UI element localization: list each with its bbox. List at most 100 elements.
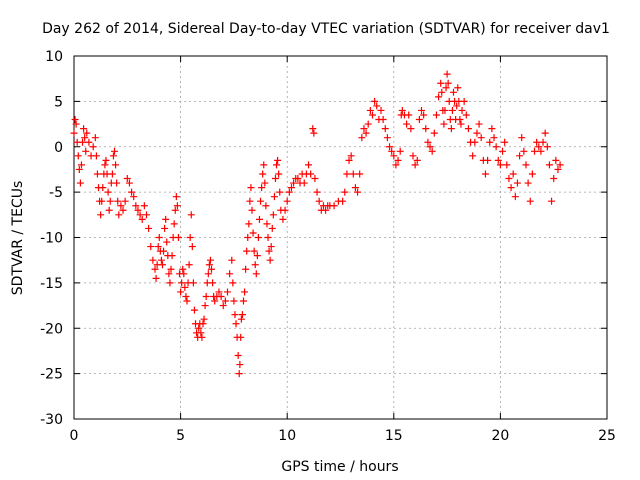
data-point xyxy=(481,170,489,178)
chart-title: Day 262 of 2014, Sidereal Day-to-day VTE… xyxy=(42,21,610,37)
data-point xyxy=(307,170,315,178)
data-point xyxy=(268,224,276,232)
data-point xyxy=(494,156,502,164)
data-point xyxy=(430,129,438,137)
data-point xyxy=(552,156,560,164)
data-point xyxy=(322,206,330,214)
data-point xyxy=(300,179,308,187)
data-point xyxy=(341,188,349,196)
data-point xyxy=(188,243,196,251)
data-point xyxy=(535,143,543,151)
data-point xyxy=(260,161,268,169)
data-point xyxy=(250,247,258,255)
data-point xyxy=(456,116,464,124)
data-point xyxy=(509,170,517,178)
data-point xyxy=(165,270,173,278)
data-point xyxy=(381,125,389,133)
data-point xyxy=(356,170,364,178)
data-point xyxy=(330,202,338,210)
data-point xyxy=(398,106,406,114)
data-point xyxy=(358,134,366,142)
data-point xyxy=(251,261,259,269)
data-point xyxy=(531,147,539,155)
data-point xyxy=(343,170,351,178)
data-point xyxy=(258,184,266,192)
y-tick-label: 0 xyxy=(54,140,63,156)
data-point xyxy=(267,243,275,251)
data-point xyxy=(473,129,481,137)
data-point xyxy=(253,252,261,260)
data-point xyxy=(265,247,273,255)
data-point xyxy=(454,84,462,92)
data-point xyxy=(132,202,140,210)
data-point xyxy=(237,315,245,323)
data-point xyxy=(93,170,101,178)
data-point xyxy=(206,256,214,264)
data-point xyxy=(311,175,319,183)
data-point xyxy=(488,125,496,133)
data-point xyxy=(134,206,142,214)
data-points xyxy=(70,70,564,378)
data-point xyxy=(386,143,394,151)
data-point xyxy=(102,156,110,164)
data-point xyxy=(123,175,131,183)
data-point xyxy=(101,161,109,169)
data-point xyxy=(360,125,368,133)
data-point xyxy=(114,197,122,205)
data-point xyxy=(371,97,379,105)
data-point xyxy=(158,261,166,269)
data-point xyxy=(244,234,252,241)
data-point xyxy=(238,311,246,319)
data-point xyxy=(200,315,208,323)
data-point xyxy=(287,184,295,192)
data-point xyxy=(166,279,174,287)
data-point xyxy=(294,175,302,183)
data-point xyxy=(232,320,240,328)
data-point xyxy=(270,193,278,201)
y-tick-label: -20 xyxy=(40,321,63,337)
data-point xyxy=(71,116,79,124)
data-point xyxy=(309,125,317,133)
data-point xyxy=(501,138,509,146)
data-point xyxy=(98,197,106,205)
data-point xyxy=(418,106,426,114)
data-point xyxy=(105,206,113,214)
data-point xyxy=(201,302,209,310)
data-point xyxy=(74,152,82,160)
data-point xyxy=(310,129,318,137)
data-point xyxy=(283,197,291,205)
data-point xyxy=(409,152,417,160)
data-point xyxy=(492,143,500,151)
data-point xyxy=(526,197,534,205)
data-point xyxy=(246,197,254,205)
data-point xyxy=(104,188,112,196)
data-point xyxy=(125,179,133,187)
data-point xyxy=(217,292,225,300)
data-point xyxy=(157,256,165,264)
y-tick-label: -10 xyxy=(40,231,63,247)
data-point xyxy=(349,170,357,178)
data-point xyxy=(511,193,519,201)
data-point xyxy=(394,156,402,164)
data-point xyxy=(239,297,247,305)
data-point xyxy=(266,256,274,264)
data-point xyxy=(422,125,430,133)
data-point xyxy=(77,161,85,169)
data-point xyxy=(520,147,528,155)
data-point xyxy=(109,152,117,160)
data-point xyxy=(180,270,188,278)
data-point xyxy=(345,156,353,164)
x-tick-label: 25 xyxy=(598,428,616,444)
data-point xyxy=(469,152,477,160)
data-point xyxy=(190,306,198,314)
data-point xyxy=(152,274,160,282)
data-point xyxy=(556,161,564,169)
data-point xyxy=(185,261,193,269)
data-point xyxy=(76,179,84,187)
data-point xyxy=(315,197,323,205)
data-point xyxy=(420,111,428,119)
data-point xyxy=(441,106,449,114)
y-tick-label: -25 xyxy=(40,367,63,383)
data-point xyxy=(364,120,372,128)
data-point xyxy=(537,147,545,155)
